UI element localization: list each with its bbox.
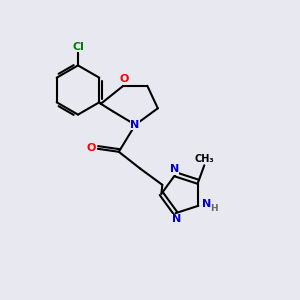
Text: N: N [130, 120, 139, 130]
Text: CH₃: CH₃ [194, 154, 214, 164]
Text: O: O [119, 74, 129, 84]
Text: N: N [202, 199, 211, 209]
Text: O: O [86, 143, 96, 153]
Text: N: N [172, 214, 181, 224]
Text: N: N [170, 164, 179, 174]
Text: Cl: Cl [72, 42, 84, 52]
Text: H: H [210, 204, 218, 213]
